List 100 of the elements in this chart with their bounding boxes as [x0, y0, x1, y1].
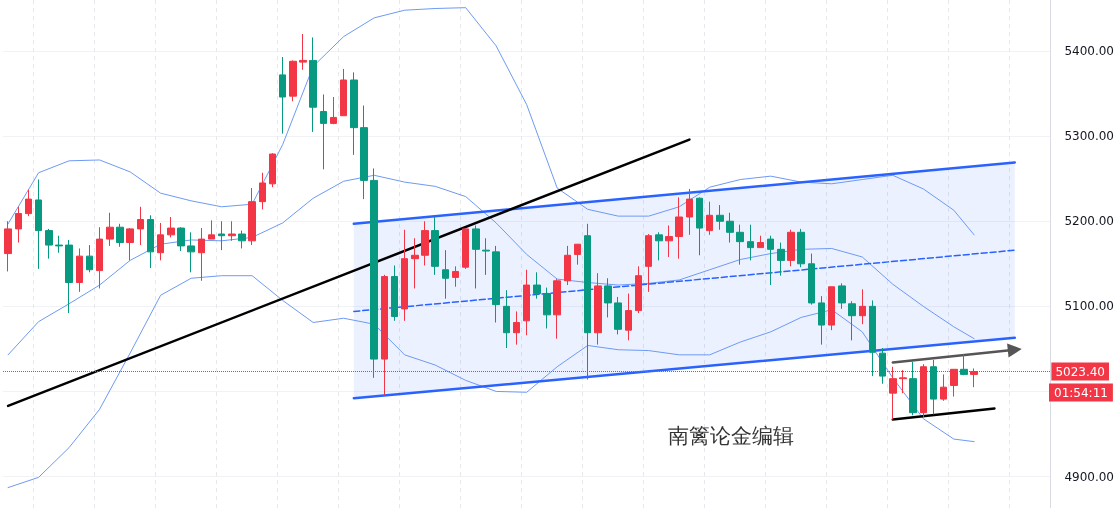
candlestick — [370, 167, 378, 379]
candlestick — [869, 299, 876, 377]
candlestick — [340, 68, 347, 117]
candlestick — [736, 224, 744, 266]
candlestick — [879, 347, 886, 385]
candlestick — [726, 212, 734, 244]
candlestick — [25, 189, 32, 217]
candlestick — [147, 214, 154, 269]
candlestick — [452, 265, 459, 288]
candlestick — [604, 277, 612, 318]
candlestick — [828, 286, 835, 331]
candlestick — [787, 229, 795, 267]
candlestick — [4, 220, 12, 272]
candlestick — [269, 152, 276, 188]
candlestick — [360, 105, 368, 200]
candlestick — [45, 228, 53, 260]
candlestick — [167, 216, 175, 238]
candlestick — [55, 235, 63, 254]
candlestick — [848, 300, 856, 341]
candlestick — [635, 265, 642, 314]
candlestick — [462, 227, 469, 270]
candlestick — [482, 237, 490, 276]
candlestick — [137, 206, 144, 246]
ref-line-label: 5023.40 — [1055, 364, 1105, 379]
candlestick — [797, 228, 805, 268]
candlestick — [614, 296, 622, 335]
candlestick — [76, 247, 83, 293]
candlestick — [442, 249, 449, 300]
candlestick — [198, 227, 205, 282]
candlestick — [564, 245, 571, 286]
candlestick — [757, 235, 764, 249]
y-tick-label: 5100.00 — [1064, 299, 1114, 314]
candlestick — [96, 226, 103, 289]
candlestick — [655, 231, 663, 261]
candlestick — [177, 226, 185, 252]
y-tick-label: 5300.00 — [1064, 129, 1114, 144]
candlestick — [279, 56, 286, 135]
candlestick — [625, 293, 632, 341]
candlestick — [492, 245, 500, 323]
candlestick — [523, 269, 530, 336]
candlestick — [838, 282, 846, 310]
candlestick — [686, 188, 693, 236]
candlestick — [584, 223, 591, 381]
candlestick — [35, 179, 42, 270]
y-tick-label: 4900.00 — [1064, 469, 1114, 484]
annotation: 南篱论金编辑 — [668, 423, 794, 448]
candlestick — [706, 201, 713, 236]
candlestick — [309, 36, 317, 133]
candlestick — [594, 272, 602, 346]
candlestick — [15, 206, 22, 244]
candlestick — [940, 373, 947, 402]
candlestick — [777, 242, 785, 277]
candlestick — [350, 71, 358, 156]
candlestick — [533, 271, 541, 300]
candlestick — [767, 235, 774, 286]
y-tick-label: 5400.00 — [1064, 44, 1114, 59]
candlestick — [675, 196, 683, 260]
candlestick — [320, 93, 327, 170]
candlestick — [543, 287, 551, 329]
candlestick — [930, 359, 937, 415]
candlestick — [289, 59, 297, 102]
candlestick — [645, 233, 652, 293]
candlestick — [187, 231, 195, 273]
candlestick — [157, 222, 164, 261]
candlestick — [248, 187, 256, 246]
candlestick — [421, 220, 429, 266]
candlestick — [513, 310, 520, 346]
candlestick — [411, 237, 419, 289]
candlestick — [401, 229, 408, 322]
candlestick — [665, 224, 673, 258]
candlestick — [391, 264, 398, 322]
candlestick — [716, 204, 724, 231]
line-series — [7, 174, 975, 356]
candlestick — [503, 289, 510, 349]
candlestick — [259, 172, 266, 210]
candlestick — [747, 224, 754, 261]
candlestick — [126, 227, 134, 261]
candlestick — [553, 278, 561, 340]
candlestick — [574, 243, 581, 266]
line-series — [7, 275, 975, 489]
y-tick-label: 5200.00 — [1064, 214, 1114, 229]
candlestick — [116, 223, 124, 248]
candlestick — [696, 196, 703, 256]
text: 01:54:11 — [1054, 385, 1108, 400]
candlestick — [808, 253, 815, 306]
candlestick — [859, 288, 866, 325]
candlestick — [238, 230, 246, 249]
candlestick — [218, 220, 225, 251]
candlestick — [86, 244, 93, 273]
candlestick — [299, 33, 307, 71]
candlestick — [228, 220, 236, 242]
line-series — [7, 7, 975, 236]
candlestick — [818, 295, 825, 346]
candlestick — [909, 361, 917, 416]
candlestick — [208, 219, 215, 240]
candlestick — [960, 353, 968, 376]
candlestick — [431, 216, 439, 276]
candlestick — [472, 224, 480, 289]
candlestick — [330, 96, 337, 125]
candlestick — [106, 212, 114, 247]
